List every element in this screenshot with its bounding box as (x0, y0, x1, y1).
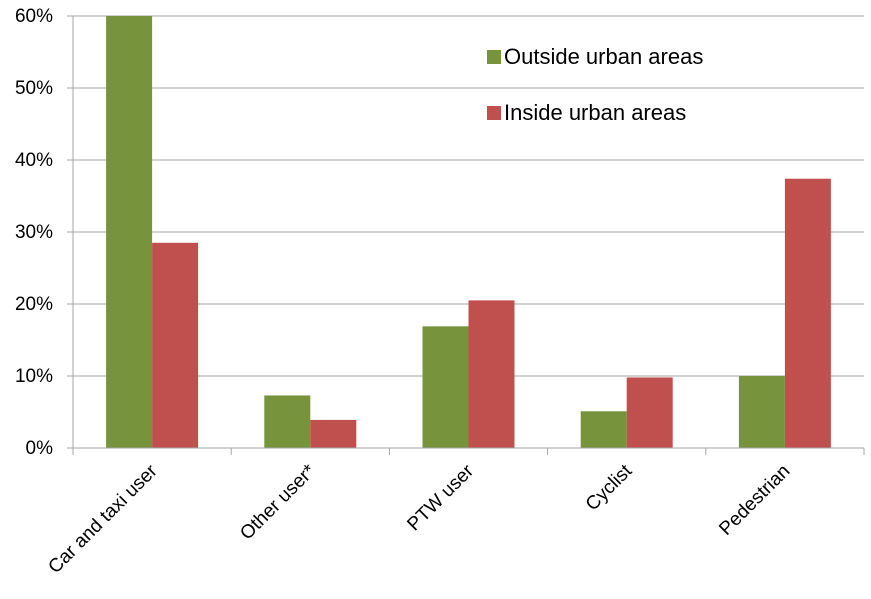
x-tick-label: Other user* (236, 460, 320, 544)
bar (626, 377, 673, 448)
x-tick-label: Cyclist (582, 460, 637, 515)
legend-swatch (487, 50, 501, 64)
y-tick-label: 40% (15, 150, 53, 171)
x-tick-label: Car and taxi user (44, 460, 162, 578)
bar (784, 178, 831, 448)
y-tick-label: 20% (15, 294, 53, 315)
x-tick-label: Pedestrian (715, 461, 794, 540)
y-axis-tick-labels: 0% 10% 20% 30% 40% 50% 60% (15, 6, 53, 459)
bar (106, 16, 153, 448)
y-tick-label: 60% (15, 6, 53, 27)
x-tick-label: PTW user (403, 460, 478, 535)
bar (152, 242, 199, 448)
axes (67, 15, 865, 455)
legend-swatch (487, 106, 501, 120)
bar (468, 300, 515, 448)
y-tick-label: 50% (15, 78, 53, 99)
bar (422, 326, 469, 448)
y-tick-label: 10% (15, 366, 53, 387)
legend-label: Outside urban areas (504, 44, 703, 69)
bar (738, 376, 785, 448)
legend-label: Inside urban areas (504, 100, 686, 125)
bar (310, 419, 357, 448)
bars (106, 16, 831, 448)
gridlines (73, 15, 864, 377)
bar (264, 395, 311, 448)
y-tick-label: 30% (15, 222, 53, 243)
y-tick-label: 0% (26, 438, 54, 459)
legend: Outside urban areas Inside urban areas (487, 44, 703, 125)
x-axis-tick-labels: Car and taxi user Other user* PTW user Cycl… (44, 460, 794, 578)
bar (580, 411, 627, 448)
